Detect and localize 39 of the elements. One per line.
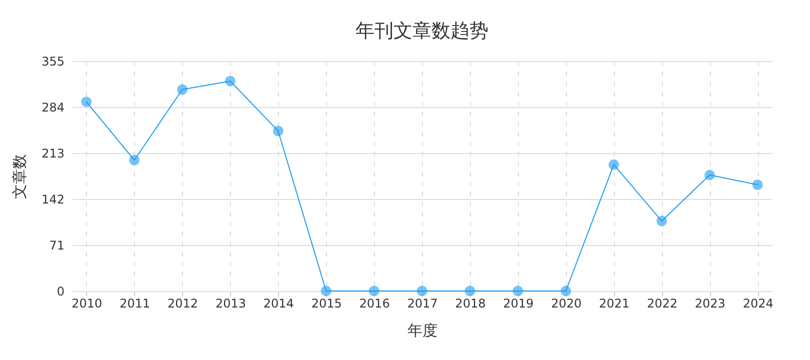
point — [81, 96, 92, 108]
point — [129, 154, 140, 166]
x-tick-label: 2013 — [215, 296, 246, 310]
point — [224, 76, 236, 86]
point — [464, 286, 476, 296]
x-tick-label: 2015 — [311, 296, 342, 310]
y-tick-label: 213 — [42, 146, 64, 160]
point — [177, 84, 188, 95]
point — [272, 126, 284, 136]
point — [752, 180, 763, 190]
x-tick-label: 2012 — [168, 296, 198, 310]
x-tick-label: 2011 — [120, 296, 150, 310]
y-tick-label: 0 — [56, 284, 64, 298]
y-tick-label: 142 — [42, 192, 64, 206]
x-tick-label: 2014 — [263, 296, 294, 310]
x-tick-label: 2018 — [455, 296, 486, 310]
x-tick-label: 2016 — [359, 296, 390, 310]
x-tick-label: 2017 — [407, 296, 438, 310]
point — [416, 286, 428, 296]
x-axis-title: 年度 — [408, 322, 438, 340]
chart-title: 年刊文章数趋势 — [356, 20, 488, 42]
point — [656, 216, 667, 226]
x-tick-label: 2010 — [72, 296, 102, 310]
x-tick-label: 2020 — [551, 296, 582, 310]
point — [512, 286, 524, 296]
x-tick-label: 2019 — [503, 296, 534, 310]
y-axis-title: 文章数 — [10, 154, 29, 199]
y-tick-label: 71 — [49, 238, 64, 252]
point — [368, 286, 380, 296]
x-tick-label: 2024 — [742, 296, 774, 310]
y-tick-label: 284 — [42, 100, 64, 114]
point — [560, 286, 572, 296]
point — [608, 159, 620, 170]
point — [704, 170, 715, 180]
x-tick-label: 2021 — [599, 296, 630, 310]
point — [320, 286, 332, 296]
x-tick-label: 2022 — [646, 296, 678, 310]
y-tick-label: 355 — [42, 54, 64, 68]
x-tick-label: 2023 — [694, 296, 726, 310]
